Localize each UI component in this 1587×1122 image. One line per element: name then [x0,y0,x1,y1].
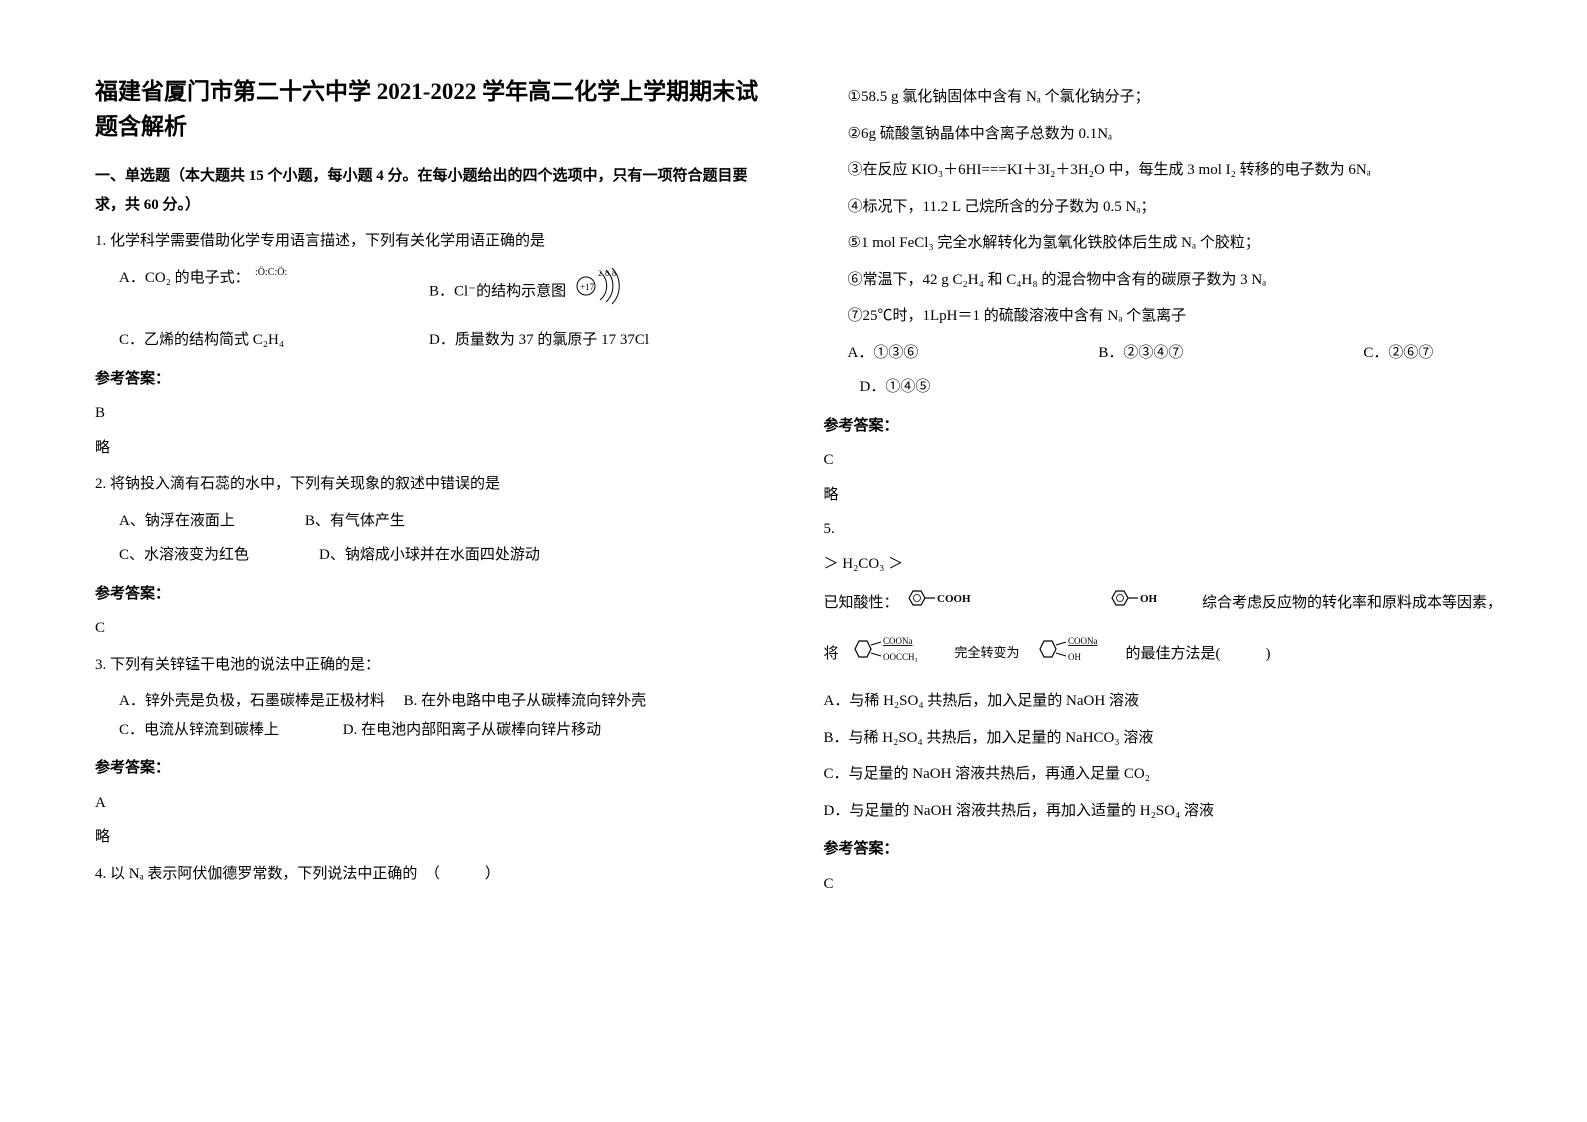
q1-stem: 1. 化学科学需要借助化学专用语言描述，下列有关化学用语正确的是 [95,227,774,256]
q5-text-jiang: 将 [824,640,839,669]
q3-option-d: D. 在电池内部阳离子从碳棒向锌片移动 [343,722,601,738]
q2-stem: 2. 将钠投入滴有石蕊的水中，下列有关现象的叙述中错误的是 [95,470,774,499]
q4-row-opts: A．①③⑥ B．②③④⑦ C．②⑥⑦ [824,339,1503,368]
q5-text-best: 的最佳方法是( ) [1126,640,1271,669]
q2-option-a: A、钠浮在液面上 [119,507,235,536]
q4-option-a: A．①③⑥ [848,339,919,368]
q4-item-4: ④标况下，11.2 L 己烷所含的分子数为 0.5 Nₐ； [824,193,1503,222]
svg-text:OOCCH₃: OOCCH₃ [883,652,918,662]
q4-item-3: ③在反应 KIO₃＋6HI===KI＋3I₂＋3H₂O 中，每生成 3 mol … [824,156,1503,185]
svg-text:+17: +17 [580,282,595,292]
q4-option-b: B．②③④⑦ [1098,339,1183,368]
benzene-oh-icon: OH [1102,584,1162,623]
q4-answer: C [824,446,1503,475]
q5-number: 5. [824,515,1503,544]
q4-item-7: ⑦25℃时，1LpH＝1 的硫酸溶液中含有 Nₐ 个氢离子 [824,302,1503,331]
left-column: 福建省厦门市第二十六中学 2021-2022 学年高二化学上学期期末试题含解析 … [95,75,774,904]
electron-formula-icon: :Ö:C:Ö: [253,261,303,289]
atom-structure-icon: +17 2 8 8 [570,264,626,321]
q5-text-combine: 综合考虑反应物的转化率和原料成本等因素， [1202,589,1502,618]
q1-option-c: C．乙烯的结构简式 C₂H₄ [119,326,429,355]
exam-title: 福建省厦门市第二十六中学 2021-2022 学年高二化学上学期期末试题含解析 [95,75,774,144]
q3-answer: A [95,789,774,818]
q3-option-a: A．锌外壳是负极，石墨碳棒是正极材料 [119,693,385,709]
q4-option-c: C．②⑥⑦ [1363,339,1433,368]
q5-line3: 将 COONa OOCCH₃ 完全转变为 COONa OH [824,629,1503,680]
svg-text:COONa: COONa [883,636,913,646]
q5-text-known: 已知酸性： [824,589,899,618]
q5-option-b: B．与稀 H₂SO₄ 共热后，加入足量的 NaHCO₃ 溶液 [824,724,1503,753]
electron-text: :Ö:C:Ö: [255,266,287,278]
svg-text:COOH: COOH [937,593,971,605]
svg-text:COONa: COONa [1068,636,1098,646]
svg-text:OH: OH [1068,652,1081,662]
answer-label-3: 参考答案： [95,754,774,783]
q5-option-a: A．与稀 H₂SO₄ 共热后，加入足量的 NaOH 溶液 [824,687,1503,716]
q4-note: 略 [824,481,1503,510]
q1-answer: B [95,399,774,428]
q3-option-c: C．电流从锌流到碳棒上 [119,722,279,738]
q5-answer: C [824,870,1503,899]
answer-label-2: 参考答案： [95,580,774,609]
q4-item-6: ⑥常温下，42 g C₂H₄ 和 C₄H₈ 的混合物中含有的碳原子数为 3 Nₐ [824,266,1503,295]
q2-row-cd: C、水溶液变为红色 D、钠熔成小球并在水面四处游动 [95,541,774,570]
benzene-cooh-icon: COOH [899,584,979,623]
q2-row-ab: A、钠浮在液面上 B、有气体产生 [95,507,774,536]
svg-text:8: 8 [612,269,616,278]
q3-row-cd: C．电流从锌流到碳棒上 D. 在电池内部阳离子从碳棒向锌片移动 [95,716,774,745]
q1-note: 略 [95,434,774,463]
section-header: 一、单选题（本大题共 15 个小题，每小题 4 分。在每小题给出的四个选项中，只… [95,162,774,219]
q4-option-d: D．①④⑤ [824,373,1503,402]
svg-text:OH: OH [1140,593,1158,605]
q1-option-a: A．CO₂ 的电子式： :Ö:C:Ö: [119,264,429,321]
q1-row-ab: A．CO₂ 的电子式： :Ö:C:Ö: B．Cl⁻的结构示意图 +17 [95,264,774,321]
q2-option-b: B、有气体产生 [305,507,405,536]
q5-option-c: C．与足量的 NaOH 溶液共热后，再通入足量 CO₂ [824,760,1503,789]
answer-label-1: 参考答案： [95,365,774,394]
q5-line2: 已知酸性： COOH OH 综合考虑反应物的转化率和原料成本 [824,584,1503,623]
q5-mid-label: 完全转变为 [955,641,1020,666]
answer-label-5: 参考答案： [824,835,1503,864]
q5-line1: ＞ H₂CO₃ ＞ [824,550,1503,579]
q4-item-1: ①58.5 g 氯化钠固体中含有 Nₐ 个氯化钠分子； [824,83,1503,112]
svg-text:8: 8 [605,269,609,278]
q5-option-d: D．与足量的 NaOH 溶液共热后，再加入适量的 H₂SO₄ 溶液 [824,797,1503,826]
q2-option-d: D、钠熔成小球并在水面四处游动 [319,541,540,570]
q3-option-b: B. 在外电路中电子从碳棒流向锌外壳 [404,693,647,709]
q3-note: 略 [95,823,774,852]
q3-stem: 3. 下列有关锌锰干电池的说法中正确的是： [95,651,774,680]
q4-stem: 4. 以 Nₐ 表示阿伏伽德罗常数，下列说法中正确的 （ ） [95,860,774,889]
q2-answer: C [95,614,774,643]
right-column: ①58.5 g 氯化钠固体中含有 Nₐ 个氯化钠分子； ②6g 硫酸氢钠晶体中含… [824,75,1503,904]
q1-option-d: D．质量数为 37 的氯原子 17 37Cl [429,326,649,355]
reactant-structure-icon: COONa OOCCH₃ [845,629,945,680]
q2-option-c: C、水溶液变为红色 [119,541,249,570]
svg-text:2: 2 [598,269,602,278]
q1-option-b: B．Cl⁻的结构示意图 +17 2 8 8 [429,264,626,321]
product-structure-icon: COONa OH [1030,629,1120,680]
q1-row-cd: C．乙烯的结构简式 C₂H₄ D．质量数为 37 的氯原子 17 37Cl [95,326,774,355]
q4-item-2: ②6g 硫酸氢钠晶体中含离子总数为 0.1Nₐ [824,120,1503,149]
q3-row-ab: A．锌外壳是负极，石墨碳棒是正极材料 B. 在外电路中电子从碳棒流向锌外壳 [95,687,774,716]
q4-item-5: ⑤1 mol FeCl₃ 完全水解转化为氢氧化铁胶体后生成 Nₐ 个胶粒； [824,229,1503,258]
page: 福建省厦门市第二十六中学 2021-2022 学年高二化学上学期期末试题含解析 … [0,0,1587,944]
answer-label-4: 参考答案： [824,412,1503,441]
